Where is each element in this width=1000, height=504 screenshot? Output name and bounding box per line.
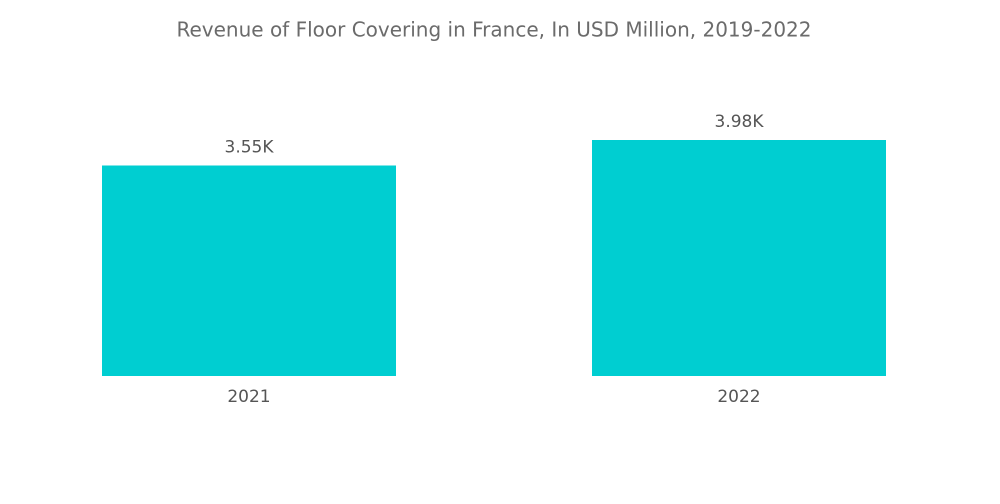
x-tick-label: 2022 (717, 387, 760, 407)
bar (592, 140, 886, 376)
chart-title: Revenue of Floor Covering in France, In … (176, 18, 811, 42)
x-tick-label: 2021 (227, 387, 270, 407)
value-label: 3.55K (225, 137, 275, 157)
bar (102, 165, 396, 376)
value-label: 3.98K (715, 112, 765, 132)
